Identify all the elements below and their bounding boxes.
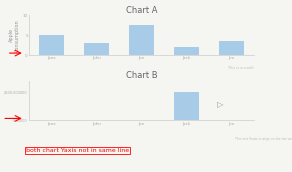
Y-axis label: Apple
Consumption: Apple Consumption xyxy=(9,19,20,52)
Bar xyxy=(174,47,199,55)
Bar xyxy=(174,92,199,120)
Y-axis label: Miles during Run: Miles during Run xyxy=(0,80,1,121)
Text: both chart Yaxis not in same line: both chart Yaxis not in same line xyxy=(26,148,129,153)
Text: This text floats to align on the two axis: This text floats to align on the two axi… xyxy=(235,137,292,141)
Title: Chart A: Chart A xyxy=(126,6,157,15)
Bar xyxy=(84,43,109,55)
Bar xyxy=(129,25,154,55)
Title: Chart B: Chart B xyxy=(126,71,157,80)
Text: ▷: ▷ xyxy=(217,100,224,109)
Bar xyxy=(39,35,64,55)
Text: This is a credit: This is a credit xyxy=(228,66,254,70)
Bar xyxy=(219,41,244,55)
